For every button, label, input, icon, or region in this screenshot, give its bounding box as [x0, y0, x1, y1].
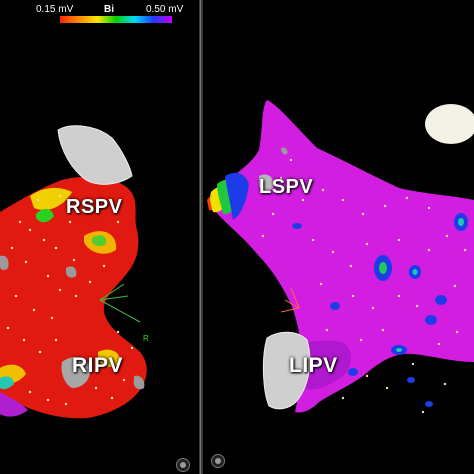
catheter-line-5: [284, 299, 300, 309]
voltage-colorbar: [60, 16, 172, 23]
rspv-label: RSPV: [66, 196, 123, 218]
catheter-line-3: [99, 283, 125, 301]
panel-divider: [199, 0, 203, 474]
small-grey-patch-2: [66, 266, 77, 278]
small-grey-patch-4: [281, 147, 288, 155]
lspv-grey-patch: [259, 174, 274, 192]
orientation-r-marker: R: [143, 334, 149, 343]
reference-marker-ellipse: [425, 104, 474, 144]
rspv-cap: [57, 125, 133, 185]
scale-type-label: Bi: [104, 4, 114, 15]
bottom-purple-patch: [0, 392, 28, 417]
lower-left-green-patch: [0, 376, 14, 390]
scale-max-label: 0.50 mV: [146, 4, 184, 15]
ripv-yellow-patch: [98, 349, 121, 367]
mid-green-patch: [92, 235, 107, 247]
left-atrium-pv-map: [207, 100, 474, 414]
ripv-label: RIPV: [72, 354, 124, 377]
lipv-label: LIPV: [289, 354, 338, 377]
ripv-grey-region: [61, 357, 91, 388]
catheter-line-2: [99, 295, 129, 301]
lspv-tip-blue: [225, 172, 249, 220]
upper-green-patch: [36, 208, 54, 223]
catheter-line-4: [290, 287, 300, 309]
lesion-dots: [6, 194, 134, 406]
small-grey-patch-3: [133, 375, 145, 390]
catheter-line-1: [99, 299, 141, 323]
lesion-dots: [261, 158, 467, 414]
orientation-indicator-icon: [176, 458, 190, 472]
small-grey-patch-1: [0, 255, 9, 271]
lspv-label: LSPV: [259, 176, 314, 198]
right-anatomy-shell: [211, 100, 474, 413]
right-voltage-map-panel[interactable]: LSPV LIPV: [203, 0, 474, 474]
upper-low-voltage-patch: [30, 187, 72, 211]
catheter-line-6: [280, 307, 300, 313]
lipv-grey-cap: [262, 331, 311, 410]
scale-min-label: 0.15 mV: [36, 4, 74, 15]
low-voltage-islands: [292, 213, 468, 407]
right-atrium-pv-map: [0, 125, 147, 419]
orientation-indicator-icon: [211, 454, 225, 468]
left-voltage-map-panel[interactable]: 0.15 mV Bi 0.50 mV: [0, 0, 199, 474]
